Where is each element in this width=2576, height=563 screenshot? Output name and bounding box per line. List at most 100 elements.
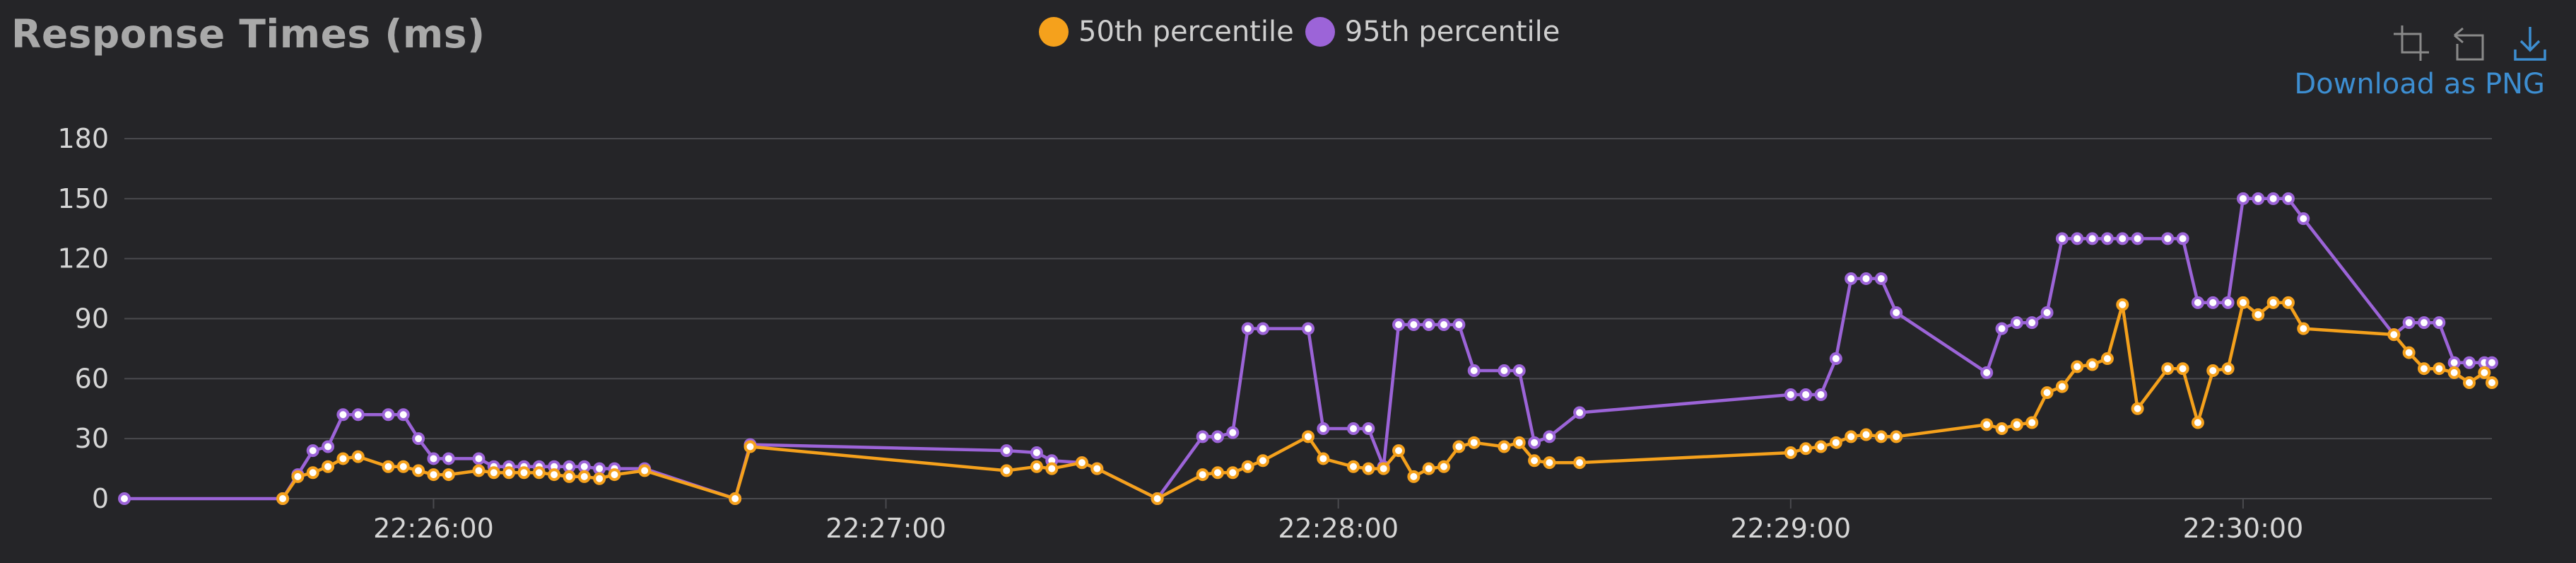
data-point-p95 [2161, 232, 2175, 245]
data-point-p50 [442, 468, 455, 482]
data-point-p50 [1467, 436, 1481, 449]
data-point-p95 [306, 444, 319, 458]
data-point-p50 [2086, 358, 2099, 371]
data-point-p95 [396, 408, 410, 422]
data-point-p50 [1317, 452, 1330, 465]
data-point-p50 [2221, 362, 2235, 376]
data-point-p50 [577, 470, 591, 483]
data-point-p95 [427, 452, 440, 465]
data-point-p50 [1241, 460, 1254, 473]
x-tick-label: 22:26:00 [373, 513, 494, 544]
data-point-p50 [1075, 456, 1088, 470]
data-point-p95 [1196, 430, 1209, 443]
data-point-p95 [1362, 422, 1375, 436]
data-point-p95 [1347, 422, 1360, 436]
data-point-p50 [336, 452, 350, 465]
data-point-p50 [2055, 380, 2069, 393]
data-point-p50 [1000, 464, 1013, 477]
data-point-p95 [2100, 232, 2114, 245]
data-point-p95 [1543, 430, 1556, 443]
data-point-p95 [1317, 422, 1330, 436]
x-tick-label: 22:29:00 [1730, 513, 1851, 544]
data-point-p50 [276, 492, 290, 505]
data-point-p95 [1874, 272, 1888, 285]
data-point-p50 [412, 464, 425, 477]
data-point-p50 [487, 466, 500, 480]
zoom-select-icon[interactable] [2392, 24, 2430, 62]
data-point-p95 [1256, 322, 1269, 335]
data-point-p50 [517, 466, 531, 480]
data-point-p50 [2297, 322, 2310, 335]
data-point-p50 [2417, 362, 2430, 376]
data-point-p95 [2055, 232, 2069, 245]
zoom-reset-icon[interactable] [2452, 24, 2490, 62]
y-tick-label: 90 [75, 303, 109, 335]
data-point-p95 [2266, 192, 2280, 205]
data-point-p50 [1045, 462, 1059, 475]
data-point-p95 [2486, 356, 2498, 369]
data-point-p95 [442, 452, 455, 465]
data-point-p50 [1196, 468, 1209, 482]
data-point-p95 [1498, 364, 1511, 378]
data-point-p95 [2116, 232, 2129, 245]
data-point-p50 [291, 470, 305, 483]
data-point-p50 [2100, 352, 2114, 366]
data-point-p95 [1211, 430, 1224, 443]
data-point-p95 [2402, 316, 2416, 330]
data-point-p50 [1030, 460, 1043, 473]
data-point-p50 [1814, 440, 1828, 453]
data-point-p95 [336, 408, 350, 422]
data-point-p95 [2221, 296, 2235, 309]
data-point-p50 [2040, 386, 2054, 400]
y-tick-label: 120 [57, 243, 109, 274]
data-point-p95 [2040, 306, 2054, 320]
data-point-p50 [2071, 360, 2084, 373]
download-as-png-link[interactable]: Download as PNG [2294, 68, 2545, 100]
data-point-p95 [2281, 192, 2295, 205]
data-point-p95 [2071, 232, 2084, 245]
y-tick-label: 60 [75, 363, 109, 394]
data-point-p95 [322, 440, 335, 453]
data-point-p95 [2252, 192, 2265, 205]
data-point-p95 [2447, 356, 2461, 369]
data-point-p50 [608, 468, 621, 482]
data-point-p50 [2433, 362, 2446, 376]
data-point-p95 [1437, 318, 1451, 331]
data-point-p95 [1302, 322, 1315, 335]
chart-title: Response Times (ms) [11, 11, 486, 57]
data-point-p50 [2116, 298, 2129, 311]
legend-swatch [1039, 17, 1069, 47]
data-point-p95 [577, 460, 591, 473]
download-icon[interactable] [2511, 24, 2549, 62]
data-point-p50 [1377, 462, 1390, 475]
data-point-p50 [1422, 462, 1435, 475]
data-point-p50 [638, 464, 652, 477]
data-point-p50 [1498, 440, 1511, 453]
data-point-p50 [1256, 454, 1269, 468]
data-point-p95 [2462, 356, 2476, 369]
data-point-p50 [1845, 430, 1858, 443]
series-line-p50 [281, 301, 2493, 501]
data-point-p95 [2417, 316, 2430, 330]
data-point-p50 [2462, 376, 2476, 389]
data-point-p50 [1407, 470, 1421, 483]
data-point-p95 [563, 460, 576, 473]
data-point-p50 [1784, 446, 1797, 459]
data-point-p50 [351, 450, 365, 463]
data-point-p95 [1845, 272, 1858, 285]
data-point-p50 [1980, 418, 1994, 431]
x-tick-label: 22:30:00 [2183, 513, 2304, 544]
data-point-p95 [1799, 388, 1813, 401]
data-point-p95 [1980, 366, 1994, 379]
legend-item-p95[interactable]: 95th percentile [1305, 16, 1560, 48]
data-point-p95 [2025, 316, 2039, 330]
data-point-p50 [2281, 296, 2295, 309]
data-point-p95 [1528, 436, 1541, 449]
y-tick-label: 150 [57, 183, 109, 214]
data-point-p95 [1226, 426, 1240, 439]
data-point-p50 [532, 466, 546, 480]
data-point-p95 [1030, 446, 1043, 459]
legend-item-p50[interactable]: 50th percentile [1039, 16, 1294, 48]
legend: 50th percentile 95th percentile [1039, 16, 1571, 48]
data-point-p95 [1000, 444, 1013, 458]
